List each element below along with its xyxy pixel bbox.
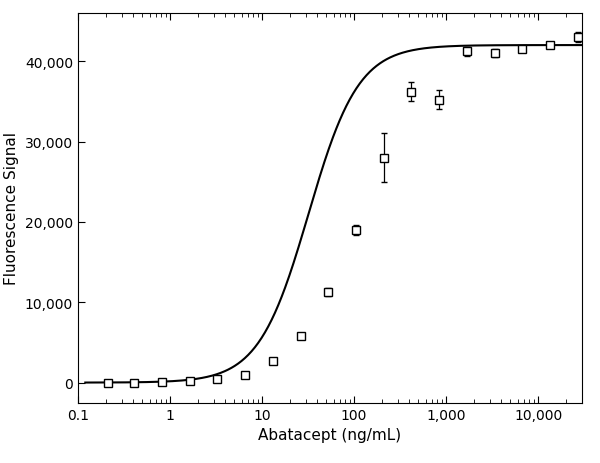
Y-axis label: Fluorescence Signal: Fluorescence Signal xyxy=(4,132,19,285)
X-axis label: Abatacept (ng/mL): Abatacept (ng/mL) xyxy=(259,427,401,442)
